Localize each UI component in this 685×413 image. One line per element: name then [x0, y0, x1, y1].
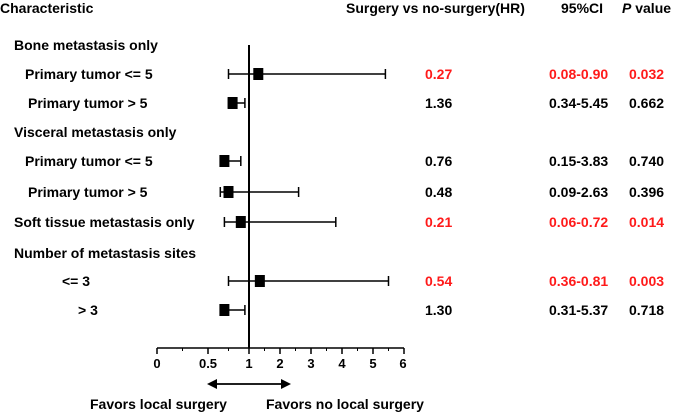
p-value-7: 0.718 — [629, 302, 665, 318]
hr-box-4 — [223, 186, 234, 198]
ci-value-6: 0.36-0.81 — [549, 273, 609, 289]
row-label-3: Primary tumor <= 5 — [25, 153, 153, 169]
tick-label-2: 2 — [276, 356, 284, 371]
row-label-6: <= 3 — [62, 273, 91, 289]
group-bone: Bone metastasis only — [14, 37, 158, 53]
row-label-5: Soft tissue metastasis only — [14, 214, 195, 230]
row-label-2: Primary tumor > 5 — [28, 95, 148, 111]
hr-box-1 — [253, 68, 264, 80]
hr-box-2 — [227, 97, 238, 109]
p-value-1: 0.032 — [629, 66, 665, 82]
row-label-1: Primary tumor <= 5 — [25, 66, 153, 82]
hr-box-6 — [254, 275, 265, 287]
favors-local-surgery: Favors local surgery — [90, 396, 227, 412]
p-value-3: 0.740 — [629, 153, 665, 169]
ci-value-4: 0.09-2.63 — [549, 184, 609, 200]
p-value-4: 0.396 — [629, 184, 665, 200]
hr-box-3 — [219, 155, 230, 167]
hr-value-4: 0.48 — [425, 184, 453, 200]
ci-value-1: 0.08-0.90 — [549, 66, 609, 82]
tick-label-1: 1 — [245, 356, 253, 371]
tick-label-4: 4 — [338, 356, 346, 371]
arrow-head-left — [207, 379, 217, 389]
favors-no-local-surgery: Favors no local surgery — [266, 396, 424, 412]
hr-value-7: 1.30 — [425, 302, 453, 318]
hr-box-5 — [235, 216, 246, 228]
hr-value-2: 1.36 — [425, 95, 453, 111]
group-visceral: Visceral metastasis only — [14, 124, 177, 140]
header-hr: Surgery vs no-surgery(HR) — [346, 0, 525, 16]
p-value-2: 0.662 — [629, 95, 665, 111]
header-p-rest: value — [631, 0, 672, 16]
tick-label-0: 0 — [153, 356, 161, 371]
ci-value-2: 0.34-5.45 — [549, 95, 609, 111]
tick-label-0-5: 0.5 — [198, 356, 218, 371]
arrow-head-right — [281, 379, 291, 389]
ci-value-3: 0.15-3.83 — [549, 153, 609, 169]
p-value-6: 0.003 — [629, 273, 665, 289]
tick-label-5: 5 — [369, 356, 377, 371]
tick-label-3: 3 — [307, 356, 315, 371]
ci-value-7: 0.31-5.37 — [549, 302, 609, 318]
tick-label-6: 6 — [399, 356, 407, 371]
header-ci: 95%CI — [561, 0, 604, 16]
hr-value-5: 0.21 — [425, 214, 453, 230]
ci-value-5: 0.06-0.72 — [549, 214, 609, 230]
group-sites: Number of metastasis sites — [14, 245, 197, 261]
hr-value-3: 0.76 — [425, 153, 453, 169]
row-label-4: Primary tumor > 5 — [28, 184, 148, 200]
header-p-letter: P — [622, 0, 632, 16]
hr-value-1: 0.27 — [425, 66, 453, 82]
p-value-5: 0.014 — [629, 214, 665, 230]
header-characteristic: Characteristic — [0, 0, 94, 16]
header-p-value: P value — [622, 0, 671, 16]
hr-value-6: 0.54 — [425, 273, 453, 289]
row-label-7: > 3 — [78, 302, 98, 318]
hr-box-7 — [219, 304, 230, 316]
